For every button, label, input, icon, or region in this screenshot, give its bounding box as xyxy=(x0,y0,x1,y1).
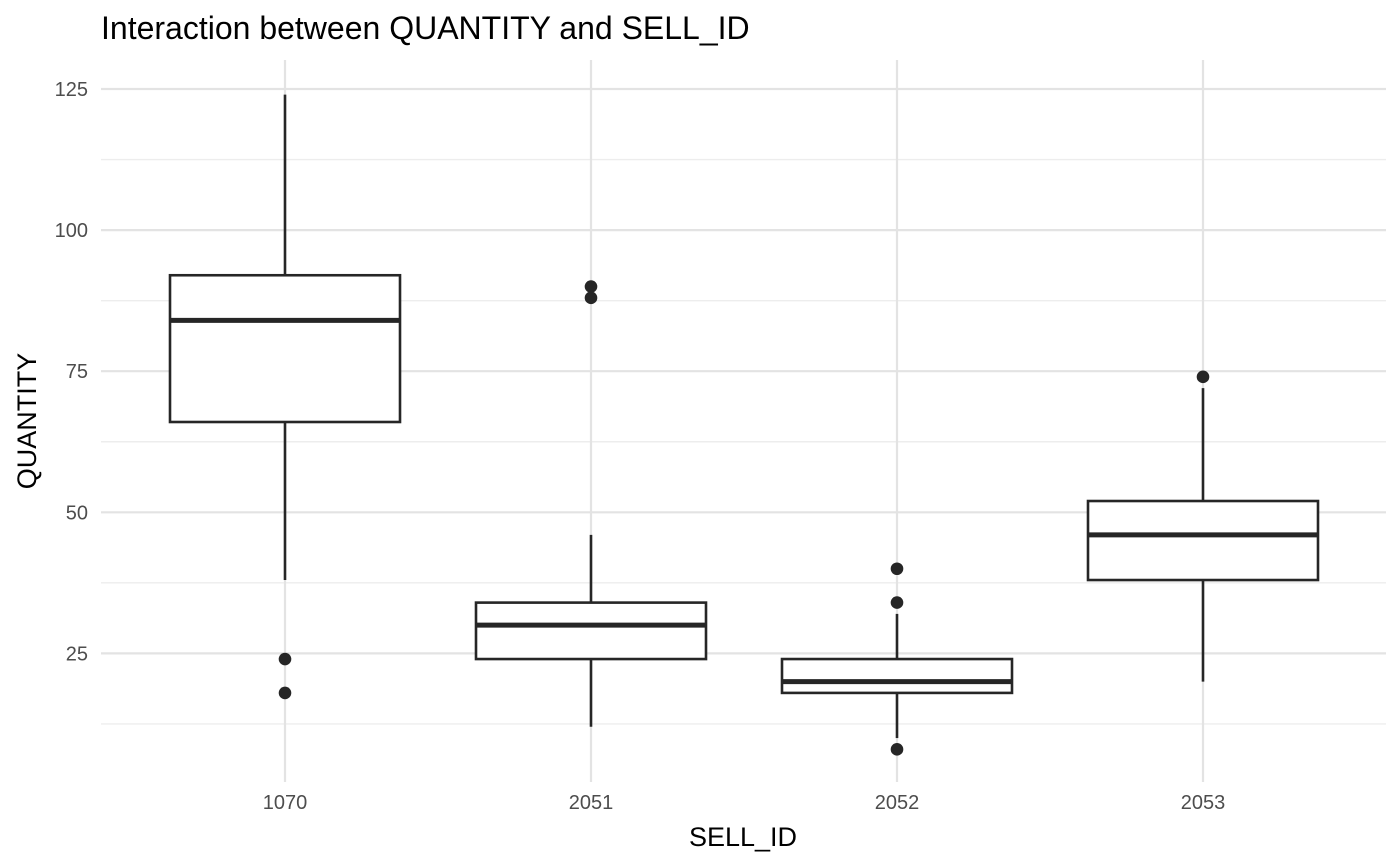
outlier-point xyxy=(584,280,598,293)
y-tick-label: 100 xyxy=(55,220,88,242)
outlier-point xyxy=(278,652,292,666)
iqr-box xyxy=(1086,499,1320,582)
x-axis-title: SELL_ID xyxy=(689,822,797,852)
outlier-point xyxy=(890,596,904,609)
iqr-box xyxy=(168,273,402,424)
iqr-box xyxy=(474,601,708,661)
x-tick-label: 2051 xyxy=(569,792,614,814)
box-group xyxy=(168,94,402,700)
y-axis-title: QUANTITY xyxy=(12,353,42,490)
iqr-box xyxy=(780,657,1014,695)
x-tick-label: 2053 xyxy=(1181,792,1226,814)
box-group xyxy=(1086,370,1320,682)
y-tick-label: 125 xyxy=(55,79,88,101)
x-tick-label: 2052 xyxy=(875,792,920,814)
box-group xyxy=(474,280,708,727)
y-tick-label: 50 xyxy=(66,502,88,524)
y-axis-ticks: 25 50 75 100 125 xyxy=(55,79,88,665)
outlier-point xyxy=(584,291,598,305)
box-group xyxy=(780,562,1014,756)
outlier-point xyxy=(278,686,292,700)
boxes-layer xyxy=(168,94,1320,756)
x-tick-label: 1070 xyxy=(263,792,308,814)
x-axis-ticks: 1070 2051 2052 2053 xyxy=(263,792,1226,814)
outlier-point xyxy=(1196,370,1210,384)
y-tick-label: 25 xyxy=(66,643,88,665)
chart-title: Interaction between QUANTITY and SELL_ID xyxy=(101,10,750,46)
y-tick-label: 75 xyxy=(66,361,88,383)
outlier-point xyxy=(890,743,904,756)
outlier-point xyxy=(890,562,904,576)
